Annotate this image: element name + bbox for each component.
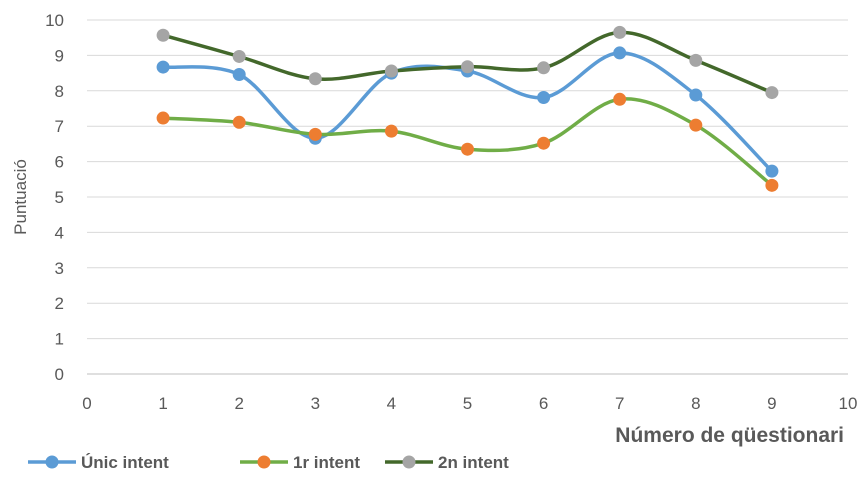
- y-tick-label: 5: [55, 188, 64, 207]
- legend-marker-series-2: [257, 455, 271, 469]
- data-point-series-3: [537, 61, 551, 75]
- series-markers: [156, 25, 779, 192]
- y-tick-label: 2: [55, 294, 64, 313]
- legend-marker-series-1: [45, 455, 59, 469]
- x-tick-label: 8: [691, 394, 700, 413]
- y-tick-label: 7: [55, 117, 64, 136]
- data-point-series-3: [689, 53, 703, 67]
- data-point-series-2: [689, 118, 703, 132]
- data-point-series-1: [232, 68, 246, 82]
- x-tick-label: 10: [839, 394, 858, 413]
- data-point-series-3: [613, 25, 627, 39]
- data-point-series-2: [384, 124, 398, 138]
- y-tick-label: 10: [45, 11, 64, 30]
- data-point-series-2: [156, 111, 170, 125]
- x-tick-label: 1: [158, 394, 167, 413]
- legend-label-series-2: 1r intent: [293, 453, 360, 472]
- data-point-series-2: [613, 92, 627, 106]
- x-tick-label: 0: [82, 394, 91, 413]
- data-point-series-3: [156, 28, 170, 42]
- legend-label-series-3: 2n intent: [438, 453, 509, 472]
- data-point-series-3: [765, 86, 779, 100]
- y-axis-tick-labels: 0 1 2 3 4 5 6 7 8 9 10: [45, 11, 64, 384]
- x-tick-label: 6: [539, 394, 548, 413]
- legend-marker-series-3: [402, 455, 416, 469]
- x-tick-label: 3: [311, 394, 320, 413]
- data-point-series-1: [765, 164, 779, 178]
- y-tick-label: 9: [55, 46, 64, 65]
- x-axis-tick-labels: 0 1 2 3 4 5 6 7 8 9 10: [82, 394, 857, 413]
- data-point-series-2: [461, 142, 474, 156]
- data-point-series-1: [613, 46, 627, 60]
- data-point-series-3: [461, 60, 474, 74]
- x-axis-title: Número de qüestionari: [615, 424, 844, 447]
- legend: Únic intent 1r intent 2n intent: [28, 453, 509, 472]
- data-point-series-2: [308, 127, 322, 141]
- x-tick-label: 5: [463, 394, 472, 413]
- data-point-series-2: [537, 136, 551, 150]
- y-tick-label: 3: [55, 259, 64, 278]
- data-point-series-2: [765, 178, 779, 192]
- x-tick-label: 7: [615, 394, 624, 413]
- data-point-series-1: [689, 88, 703, 102]
- y-tick-label: 1: [55, 330, 64, 349]
- data-point-series-1: [537, 91, 551, 105]
- x-tick-label: 2: [234, 394, 243, 413]
- data-point-series-3: [384, 64, 398, 78]
- gridlines: [87, 19, 848, 375]
- y-tick-label: 4: [55, 223, 64, 242]
- y-tick-label: 6: [55, 153, 64, 172]
- series-line-2: [161, 97, 774, 188]
- data-point-series-1: [156, 60, 170, 74]
- x-tick-label: 4: [387, 394, 396, 413]
- y-tick-label: 0: [55, 365, 64, 384]
- data-point-series-2: [232, 115, 246, 129]
- legend-label-series-1: Únic intent: [81, 453, 169, 472]
- x-tick-label: 9: [767, 394, 776, 413]
- data-point-series-3: [308, 72, 322, 86]
- data-point-series-3: [232, 49, 246, 63]
- y-axis-title: Puntuació: [11, 159, 30, 235]
- y-tick-label: 8: [55, 82, 64, 101]
